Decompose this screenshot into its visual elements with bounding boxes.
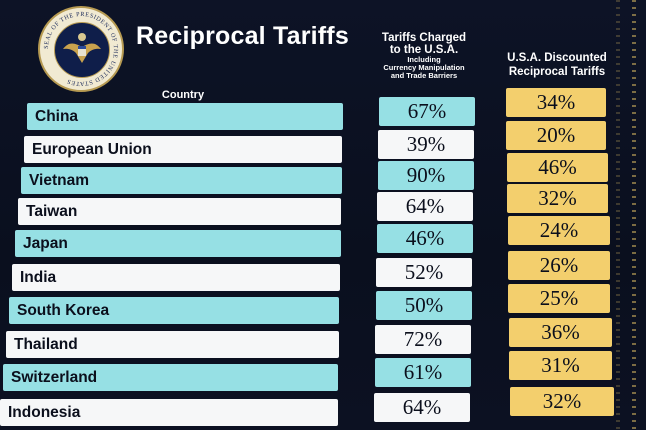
- charged-tariff-cell: 39%: [378, 130, 474, 159]
- country-cell: South Korea: [9, 297, 339, 324]
- discounted-tariff-cell: 32%: [507, 184, 608, 213]
- discounted-tariff-cell: 32%: [510, 387, 614, 416]
- charged-tariff-cell: 50%: [376, 291, 472, 320]
- discounted-tariff-cell: 26%: [508, 251, 610, 280]
- border-dots: [632, 0, 636, 430]
- charged-tariff-cell: 67%: [379, 97, 475, 126]
- discount-column-header: U.S.A. Discounted Reciprocal Tariffs: [496, 52, 618, 80]
- country-cell: India: [12, 264, 340, 291]
- charged-subheader-line3: and Trade Barriers: [390, 70, 458, 80]
- eagle-icon: [57, 25, 107, 75]
- charged-header-line2: to the U.S.A.: [389, 44, 459, 57]
- country-cell: Thailand: [6, 331, 339, 358]
- presidential-seal-icon: SEAL OF THE PRESIDENT OF THE UNITED STAT…: [38, 6, 124, 92]
- discounted-tariff-cell: 36%: [509, 318, 612, 347]
- charged-tariff-cell: 46%: [377, 224, 473, 253]
- charged-tariff-cell: 64%: [377, 192, 473, 221]
- country-cell: Switzerland: [3, 364, 338, 391]
- country-cell: Indonesia: [0, 399, 338, 426]
- charged-tariff-cell: 64%: [374, 393, 470, 422]
- charged-tariff-cell: 72%: [375, 325, 471, 354]
- charged-header-line1: Tariffs Charged: [381, 32, 467, 44]
- discounted-tariff-cell: 24%: [508, 216, 610, 245]
- discounted-tariff-cell: 31%: [509, 351, 612, 380]
- discount-header-line2: Reciprocal Tariffs: [508, 65, 606, 78]
- discounted-tariff-cell: 46%: [507, 153, 608, 182]
- country-cell: Taiwan: [18, 198, 341, 225]
- charged-column-header: Tariffs Charged to the U.S.A. Including …: [370, 32, 478, 80]
- discounted-tariff-cell: 25%: [508, 284, 610, 313]
- seal-center: [54, 22, 110, 78]
- charged-subheader-line2: Currency Manipulation: [383, 63, 465, 72]
- discount-header-line1: U.S.A. Discounted: [507, 52, 607, 64]
- charged-tariff-cell: 61%: [375, 358, 471, 387]
- country-cell: Vietnam: [21, 167, 342, 194]
- charged-tariff-cell: 52%: [376, 258, 472, 287]
- country-cell: Japan: [15, 230, 341, 257]
- country-column-header: Country: [161, 89, 205, 101]
- charged-subheader-line1: Including: [407, 55, 441, 65]
- country-cell: European Union: [24, 136, 342, 163]
- border-dots-inner: [616, 0, 620, 430]
- discounted-tariff-cell: 20%: [506, 121, 606, 150]
- page-title: Reciprocal Tariffs: [136, 22, 349, 50]
- charged-tariff-cell: 90%: [378, 161, 474, 190]
- discounted-tariff-cell: 34%: [506, 88, 606, 117]
- country-cell: China: [27, 103, 343, 130]
